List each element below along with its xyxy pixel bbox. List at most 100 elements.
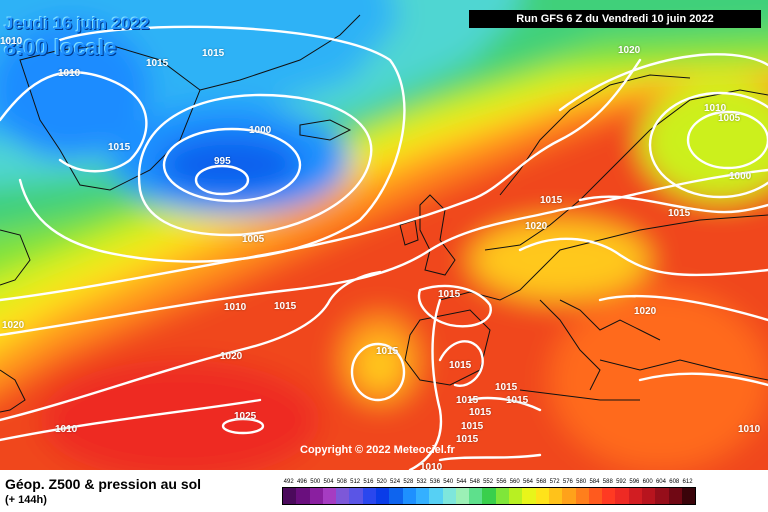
legend-tick-label: 540	[443, 479, 454, 485]
legend-tick-label: 512	[350, 479, 361, 485]
legend-swatch	[322, 488, 337, 504]
legend-swatch	[628, 488, 643, 504]
legend-swatch	[376, 488, 390, 504]
isobar-label: 1000	[249, 125, 272, 136]
legend-tick-label: 572	[549, 479, 560, 485]
legend-tick-label: 528	[403, 479, 414, 485]
run-info: Run GFS 6 Z du Vendredi 10 juin 2022	[469, 10, 761, 28]
legend-swatch	[336, 488, 350, 504]
legend-swatch	[575, 488, 589, 504]
legend-swatch	[442, 488, 456, 504]
legend-tick-label: 500	[310, 479, 321, 485]
isobar-label: 1015	[506, 395, 529, 406]
isobar-label: 1015	[202, 48, 225, 59]
legend-tick-label: 544	[456, 479, 467, 485]
legend-swatch	[522, 488, 536, 504]
isobar-label: 1015	[469, 407, 492, 418]
legend-tick-label: 584	[589, 479, 600, 485]
legend-tick-label: 516	[363, 479, 374, 485]
isobar-label: 1015	[108, 142, 131, 153]
legend-tick-label: 604	[655, 479, 666, 485]
legend-swatch	[495, 488, 510, 504]
copyright-text: Copyright © 2022 Meteociel.fr	[300, 444, 455, 456]
legend-swatch	[309, 488, 323, 504]
legend-tick-label: 592	[616, 479, 627, 485]
color-legend: 492 496 500 504 508 512 516 520 524 528 532 536 540 5…	[282, 479, 697, 505]
isobar-label: 1015	[146, 58, 169, 69]
legend-ticks: 492 496 500 504 508 512 516 520 524 528 532 536 540 5…	[282, 479, 696, 485]
isobar-label: 1005	[718, 113, 741, 124]
isobar-label: 1015	[456, 395, 479, 406]
legend-tick-label: 568	[536, 479, 547, 485]
legend-swatch	[469, 488, 483, 504]
legend-tick-label: 564	[522, 479, 533, 485]
isobar-label: 1020	[220, 351, 243, 362]
legend-swatch	[509, 488, 523, 504]
legend-swatch	[548, 488, 563, 504]
legend-tick-label: 596	[629, 479, 640, 485]
isobar-label: 1015	[376, 346, 399, 357]
legend-swatch	[681, 488, 696, 504]
legend-swatch	[362, 488, 377, 504]
isobar-label: 1020	[525, 221, 548, 232]
isobar-label: 1015	[274, 301, 297, 312]
legend-tick-label: 580	[576, 479, 587, 485]
isobar-label: 1005	[242, 234, 265, 245]
legend-tick-label: 560	[509, 479, 520, 485]
isobar-label: 1025	[234, 411, 257, 422]
legend-swatch	[415, 488, 430, 504]
legend-swatch	[283, 488, 297, 504]
isobar-label: 1010	[224, 302, 247, 313]
legend-swatch	[602, 488, 616, 504]
isobar-label: 1015	[456, 434, 479, 445]
legend-tick-label: 492	[283, 479, 294, 485]
forecast-lead: (+ 144h)	[5, 494, 47, 506]
isobar-label: 1015	[495, 382, 518, 393]
legend-swatch	[642, 488, 656, 504]
legend-swatch	[562, 488, 576, 504]
isobar-label: 1020	[618, 45, 641, 56]
legend-tick-label: 612	[682, 479, 693, 485]
legend-swatch	[389, 488, 403, 504]
legend-tick-label: 520	[376, 479, 387, 485]
isobar-label: 1010	[55, 424, 78, 435]
isobar-label: 1015	[540, 195, 563, 206]
legend-tick-label: 496	[296, 479, 307, 485]
isobar-label: 1020	[2, 320, 25, 331]
legend-tick-label: 556	[496, 479, 507, 485]
forecast-time: 8:00 locale	[4, 35, 117, 60]
legend-swatch	[455, 488, 470, 504]
isobars	[0, 25, 768, 470]
isobar-label: 1010	[0, 36, 23, 47]
legend-swatch	[655, 488, 669, 504]
legend-swatch	[296, 488, 310, 504]
isobar-label: 1010	[738, 424, 761, 435]
legend-tick-label: 600	[642, 479, 653, 485]
legend-swatch	[615, 488, 629, 504]
isobar-label: 1000	[729, 171, 752, 182]
legend-tick-label: 552	[483, 479, 494, 485]
isobar-label: 1015	[668, 208, 691, 219]
isobar-label: 1020	[634, 306, 657, 317]
legend-tick-label: 504	[323, 479, 334, 485]
legend-tick-label: 608	[669, 479, 680, 485]
legend-tick-label: 576	[562, 479, 573, 485]
legend-swatch	[482, 488, 496, 504]
legend-swatch	[349, 488, 363, 504]
legend-swatch	[429, 488, 443, 504]
isobar-label: 1015	[461, 421, 484, 432]
isobar-label: 1010	[58, 68, 81, 79]
legend-bar	[282, 487, 697, 505]
legend-tick-label: 548	[469, 479, 480, 485]
isobar-label: 995	[214, 156, 231, 167]
legend-tick-label: 536	[429, 479, 440, 485]
isobar-label: 1010	[704, 103, 727, 114]
isobar-label: 1015	[449, 360, 472, 371]
legend-tick-label: 508	[336, 479, 347, 485]
isobar-label: 1015	[438, 289, 461, 300]
legend-tick-label: 524	[390, 479, 401, 485]
map-canvas	[0, 0, 768, 470]
isobar-label: 1010	[420, 462, 443, 473]
chart-title: Géop. Z500 & pression au sol	[5, 476, 202, 492]
coastlines	[0, 14, 768, 413]
